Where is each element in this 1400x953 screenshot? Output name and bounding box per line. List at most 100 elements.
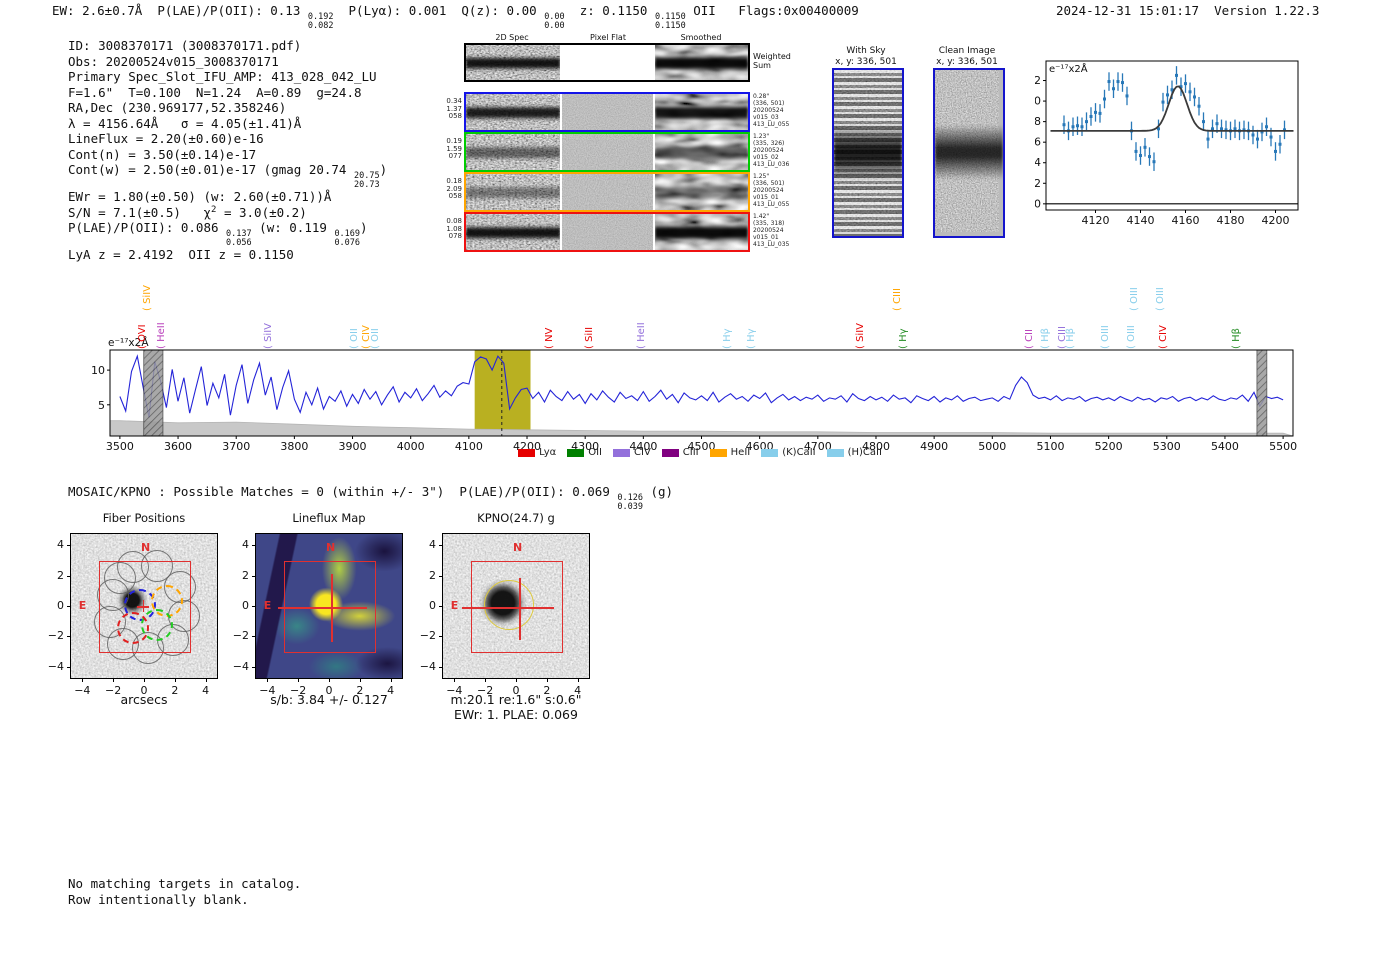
fiber-circle-gray	[141, 549, 174, 582]
spec2d-cell-2dspec	[466, 174, 560, 210]
kpno-title: KPNO(24.7) g	[477, 511, 555, 525]
info-line: Obs: 20200524v015_3008370171	[68, 54, 387, 70]
emission-line-label-OIII: ( OIII	[1125, 325, 1137, 349]
x-ticklabel: −2	[477, 684, 494, 697]
legend-item-(K)CaII: (K)CaII	[761, 447, 816, 458]
text-run: Primary Spec_Slot_IFU_AMP: 413_028_042_L…	[68, 69, 377, 84]
text-run: z: 0.1150	[564, 3, 655, 18]
spec2d-row	[464, 132, 750, 172]
text-run: Obs: 20200524v015_3008370171	[68, 53, 279, 69]
x-tickmark	[359, 679, 361, 682]
text-run: (w: 0.119	[251, 220, 335, 235]
emission-line-label-OIII: ( OIII	[1099, 325, 1111, 349]
svg-text:5200: 5200	[1095, 440, 1123, 450]
report-meta: 2024-12-31 15:01:17 Version 1.22.3	[1056, 3, 1319, 19]
fiber-circle-gray	[104, 562, 137, 595]
svg-text:4300: 4300	[571, 440, 599, 450]
x-tickmark	[113, 679, 115, 682]
spec2d-row	[464, 92, 750, 132]
y-ticklabel: 0	[57, 599, 64, 612]
x-ticklabel: 2	[543, 684, 551, 697]
footer-line: Row intentionally blank.	[68, 891, 249, 907]
clean-image	[933, 68, 1005, 238]
timestamp: 2024-12-31 15:01:17	[1056, 3, 1199, 18]
y-ticklabel: −4	[47, 659, 64, 673]
text-run: LineFlux = 2.20(±0.60)e-16	[68, 131, 264, 146]
svg-text:4200: 4200	[513, 440, 541, 450]
svg-text:5400: 5400	[1211, 440, 1239, 450]
info-line: S/N = 7.1(±0.5) χ2 = 3.0(±0.2)	[68, 205, 387, 221]
stacked-value: 20.75 20.73	[353, 171, 380, 190]
x-ticklabel: 4	[202, 684, 210, 697]
spec2d-cell-pixelflat	[562, 134, 653, 170]
spec2d-cell-smoothed	[655, 134, 748, 170]
emission-line-label-HeII: ( HeII	[155, 322, 167, 349]
extraction-box	[470, 561, 564, 653]
x-tickmark	[267, 679, 269, 682]
catalog-match-line: MOSAIC/KPNO : Possible Matches = 0 (with…	[68, 484, 673, 511]
text-run: (g)	[642, 484, 674, 499]
extraction-box	[283, 561, 377, 653]
emission-line-label-Hγ: ( Hγ	[722, 328, 734, 349]
y-tickmark	[439, 666, 442, 668]
y-ticklabel: 2	[57, 568, 64, 582]
text-run: LyA z = 2.4192 OII z = 0.1150	[68, 247, 294, 262]
info-line: ID: 3008370171 (3008370171.pdf)	[68, 38, 387, 54]
zoomed-linefit-plot: 4120 4140 4160 4180 4200 0 2 4 6 8 10 12 e⁻¹⁷x2Å	[1035, 60, 1299, 227]
y-tickmark	[67, 636, 70, 638]
info-line: Primary Spec_Slot_IFU_AMP: 413_028_042_L…	[68, 69, 387, 85]
y-tickmark	[67, 606, 70, 607]
svg-text:4120: 4120	[1082, 214, 1110, 227]
spectrum-legend: Lyα OII CIV CIII HeII (K)CaII (H)CaII	[440, 447, 960, 458]
stacked-value: 0.00 0.00	[544, 12, 565, 31]
fiber-crosshair-v	[142, 600, 145, 613]
x-ticklabel: 0	[140, 684, 148, 697]
y-ticklabel: −2	[232, 629, 249, 643]
spec2d-cell-pixelflat	[562, 174, 653, 210]
info-line: LyA z = 2.4192 OII z = 0.1150	[68, 247, 387, 263]
spec2d-cell-2dspec	[466, 45, 560, 80]
x-tickmark	[516, 679, 517, 682]
x-tickmark	[454, 679, 456, 682]
text-run: P(LAE)/P(OII): 0.086	[68, 220, 227, 235]
svg-text:2: 2	[1035, 177, 1041, 190]
legend-swatch	[826, 448, 844, 457]
emission-line-label-OII: ( OII	[369, 328, 381, 349]
emission-line-label-SiIV: ( SiIV	[141, 285, 153, 311]
footer-line: No matching targets in catalog.	[68, 876, 302, 891]
svg-text:4400: 4400	[629, 440, 657, 450]
spec2d-right-label: 1.23" (335, 326) 20200524 v015_02 413_LU_036	[753, 133, 790, 168]
legend-item-OII: OII	[567, 447, 602, 458]
clean-subtitle: x, y: 336, 501	[936, 57, 998, 67]
svg-text:0: 0	[1035, 197, 1041, 210]
svg-text:4800: 4800	[862, 440, 890, 450]
svg-text:10: 10	[91, 364, 105, 377]
legend-label: (H)CaII	[847, 447, 882, 458]
text-run: λ = 4156.64Å σ = 4.05(±1.41)Å	[68, 115, 302, 131]
svg-text:5100: 5100	[1036, 440, 1064, 450]
svg-text:4100: 4100	[455, 440, 483, 450]
emission-line-label-NV: ( NV	[544, 327, 556, 349]
fiber-positions-title: Fiber Positions	[102, 511, 186, 525]
svg-text:8: 8	[1035, 115, 1041, 128]
svg-text:12: 12	[1035, 74, 1041, 87]
fiber-xlabel: arcsecs	[120, 692, 168, 707]
kpno-crosshair-v	[519, 578, 521, 641]
north-label: N	[513, 540, 523, 554]
y-tickmark	[67, 666, 70, 668]
legend-swatch	[613, 448, 631, 457]
emission-line-label-OII: ( OII	[348, 328, 360, 349]
legend-swatch	[661, 448, 679, 457]
info-line: λ = 4156.64Å σ = 4.05(±1.41)Å	[68, 116, 387, 132]
y-tickmark	[439, 545, 442, 547]
y-tickmark	[67, 545, 70, 547]
spec2d-cell-pixelflat	[562, 214, 653, 250]
svg-text:e⁻¹⁷x2Å: e⁻¹⁷x2Å	[108, 336, 149, 349]
meta-space	[1199, 3, 1214, 18]
kpno-crosshair-h	[461, 607, 554, 609]
text-run: )	[360, 220, 368, 235]
x-ticklabel: 4	[574, 684, 582, 697]
text-run: OII Flags:0x00400009	[685, 3, 859, 18]
